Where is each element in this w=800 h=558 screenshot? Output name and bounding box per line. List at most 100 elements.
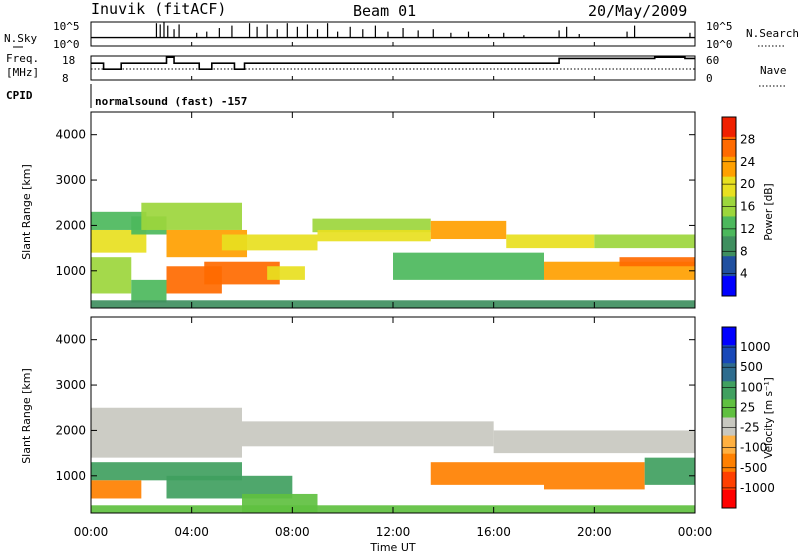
power-colorbar-label: Power [dB]	[763, 183, 775, 240]
velocity-colorbar-swatch	[722, 435, 736, 455]
velocity-colorbar-tick-label: 25	[740, 400, 755, 414]
beam-title: Beam 01	[353, 2, 416, 20]
power-yaxis: 1000 2000 3000 4000	[55, 128, 695, 278]
data-band	[91, 462, 242, 481]
power-colorbar-tick-label: 28	[740, 132, 755, 146]
data-band	[91, 257, 132, 294]
station-title: Inuvik (fitACF)	[91, 0, 226, 18]
data-band	[317, 229, 431, 242]
data-band	[393, 252, 544, 280]
velocity-colorbar-tick-label: 500	[740, 360, 763, 374]
power-colorbar-tick-label: 4	[740, 267, 748, 281]
data-band	[493, 430, 695, 454]
range-tick-label: 3000	[55, 173, 86, 187]
freq-right-tick-bottom: 0	[706, 72, 713, 85]
velocity-colorbar: 1000 500 100 25 -25 -100 -500 -1000	[721, 326, 775, 509]
range-tick-label: 2000	[55, 423, 86, 437]
freq-panel: Freq. [MHz] 18 8 60 0 Nave CPID normalso…	[6, 52, 787, 108]
velocity-panel: 1000 2000 3000 4000 Slant Range [km] 1000 50…	[20, 316, 775, 514]
data-band	[166, 475, 293, 499]
power-colorbar-swatch	[722, 136, 736, 158]
power-colorbar: 28 24 20 16 12 8 4	[721, 116, 755, 297]
noise-sky-trace	[91, 22, 695, 39]
noise-panel: N.Sky 10^5 10^0 10^5 10^0 N.Search	[4, 20, 799, 51]
velocity-colorbar-tick-label: 100	[740, 380, 763, 394]
data-band	[544, 261, 695, 280]
time-tick-label: 00:00	[678, 525, 713, 539]
noise-right-tick-top: 10^5	[706, 20, 733, 33]
velocity-ylabel: Slant Range [km]	[20, 368, 33, 464]
velocity-colorbar-swatch	[722, 327, 736, 346]
power-colorbar-swatch	[722, 276, 736, 297]
time-tick-label: 04:00	[174, 525, 209, 539]
date-title: 20/May/2009	[588, 2, 687, 20]
range-tick-label: 2000	[55, 218, 86, 232]
velocity-yaxis: 1000 2000 3000 4000	[55, 333, 695, 483]
velocity-colorbar-swatch	[722, 363, 736, 382]
data-band	[644, 457, 695, 485]
velocity-colorbar-tick-label: -100	[740, 441, 767, 455]
velocity-colorbar-swatch	[722, 489, 736, 509]
power-colorbar-tick-label: 24	[740, 155, 755, 169]
freq-left-label-1: Freq.	[6, 52, 39, 65]
data-band	[594, 234, 695, 249]
data-band	[544, 462, 645, 490]
range-tick-label: 3000	[55, 378, 86, 392]
velocity-colorbar-swatch	[722, 381, 736, 400]
power-colorbar-swatch	[722, 117, 736, 138]
power-heatmap	[91, 202, 695, 308]
data-band	[242, 421, 494, 447]
range-tick-label: 1000	[55, 469, 86, 483]
velocity-colorbar-label: Velocity [m s⁻¹]	[763, 377, 775, 459]
velocity-colorbar-swatch	[722, 471, 736, 491]
time-tick-label: 20:00	[577, 525, 612, 539]
data-band	[131, 279, 167, 303]
velocity-colorbar-swatch	[722, 399, 736, 418]
cpid-value: normalsound (fast) -157	[95, 95, 247, 108]
power-colorbar-tick-label: 16	[740, 200, 755, 214]
freq-left-label-2: [MHz]	[6, 66, 39, 79]
velocity-colorbar-swatch	[722, 453, 736, 473]
data-band	[91, 229, 147, 253]
velocity-colorbar-tick-label: 1000	[740, 340, 771, 354]
cpid-label: CPID	[6, 89, 33, 102]
range-tick-label: 4000	[55, 128, 86, 142]
freq-ytick-top: 18	[62, 54, 75, 67]
noise-ytick-top: 10^5	[53, 20, 80, 33]
freq-trace	[91, 56, 695, 70]
power-colorbar-tick-label: 20	[740, 177, 755, 191]
noise-left-label: N.Sky	[4, 32, 37, 45]
velocity-colorbar-swatch	[722, 345, 736, 364]
range-tick-label: 1000	[55, 264, 86, 278]
data-band	[312, 218, 431, 233]
data-band	[141, 202, 242, 230]
data-band	[430, 462, 544, 485]
velocity-colorbar-tick-label: -25	[740, 421, 760, 435]
time-axis-label: Time UT	[369, 541, 415, 554]
power-colorbar-swatch	[722, 216, 736, 237]
velocity-colorbar-tick-label: -500	[740, 461, 767, 475]
velocity-colorbar-swatch	[722, 417, 736, 437]
data-band	[204, 261, 280, 285]
time-axis: 00:00 04:00 08:00 12:00 16:00 20:00 00:00	[74, 42, 713, 539]
power-colorbar-tick-label: 12	[740, 222, 755, 236]
power-panel: 1000 2000 3000 4000 Slant Range [km] 28 24 20…	[20, 111, 775, 309]
time-tick-label: 08:00	[275, 525, 310, 539]
power-colorbar-tick-label: 8	[740, 244, 748, 258]
noise-ytick-bottom: 10^0	[53, 38, 80, 51]
data-band	[267, 266, 305, 280]
velocity-colorbar-frame	[721, 326, 737, 509]
velocity-colorbar-tick-label: -1000	[740, 481, 775, 495]
data-band	[619, 257, 695, 267]
noise-right-tick-bottom: 10^0	[706, 38, 733, 51]
data-band	[430, 220, 507, 240]
power-ylabel: Slant Range [km]	[20, 164, 33, 260]
data-band	[221, 234, 318, 251]
power-colorbar-swatch	[722, 236, 736, 257]
data-band	[506, 234, 595, 249]
range-tick-label: 4000	[55, 333, 86, 347]
power-colorbar-swatch	[722, 176, 736, 198]
data-band	[91, 480, 142, 499]
freq-right-tick-top: 60	[706, 54, 719, 67]
